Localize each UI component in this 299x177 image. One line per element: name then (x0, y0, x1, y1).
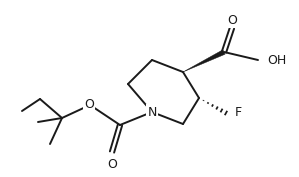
Text: O: O (227, 14, 237, 27)
Text: O: O (107, 158, 117, 171)
Text: N: N (147, 105, 157, 118)
Text: O: O (84, 98, 94, 110)
Text: F: F (235, 107, 242, 119)
Text: OH: OH (267, 53, 286, 67)
Polygon shape (183, 50, 225, 72)
